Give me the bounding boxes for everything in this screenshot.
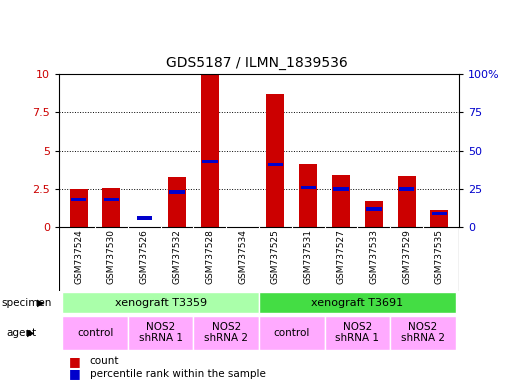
Bar [333,187,349,190]
Text: count: count [90,356,120,366]
Bar [259,292,456,313]
Bar [128,316,193,349]
Text: GSM737527: GSM737527 [337,229,346,284]
Bar [365,201,383,227]
Text: GSM737533: GSM737533 [369,229,379,284]
Bar [168,177,186,227]
Bar [432,212,447,215]
Bar [70,189,88,227]
Text: NOS2
shRNA 1: NOS2 shRNA 1 [139,322,183,343]
Text: xenograft T3691: xenograft T3691 [311,298,404,308]
Bar [71,198,86,201]
Text: control: control [77,328,113,338]
Bar [259,316,325,349]
Bar [104,198,119,201]
Text: ▶: ▶ [27,328,34,338]
Text: percentile rank within the sample: percentile rank within the sample [90,369,266,379]
Bar [202,160,218,163]
Bar [366,207,382,210]
Text: GSM737535: GSM737535 [435,229,444,284]
Bar [193,316,259,349]
Bar [201,75,219,227]
Text: GSM737526: GSM737526 [140,229,149,284]
Bar [62,292,259,313]
Text: control: control [273,328,310,338]
Text: GSM737534: GSM737534 [238,229,247,284]
Text: xenograft T3359: xenograft T3359 [114,298,207,308]
Bar [266,94,285,227]
Text: GSM737530: GSM737530 [107,229,116,284]
Bar [325,316,390,349]
Text: ■: ■ [69,355,81,368]
Bar [169,190,185,194]
Text: GSM737532: GSM737532 [172,229,182,284]
Text: ■: ■ [69,367,81,381]
Text: NOS2
shRNA 2: NOS2 shRNA 2 [204,322,248,343]
Text: NOS2
shRNA 1: NOS2 shRNA 1 [336,322,380,343]
Text: GSM737524: GSM737524 [74,229,83,284]
Bar [301,186,316,189]
Bar [399,187,415,190]
Bar [268,163,283,166]
Bar [299,164,317,227]
Bar [430,210,448,227]
Text: ▶: ▶ [37,298,45,308]
Text: agent: agent [6,328,36,338]
Text: NOS2
shRNA 2: NOS2 shRNA 2 [401,322,445,343]
Bar [390,316,456,349]
Bar [332,175,350,227]
Bar [62,316,128,349]
Text: GSM737528: GSM737528 [205,229,214,284]
Text: GSM737529: GSM737529 [402,229,411,284]
Bar [103,188,121,227]
Text: GDS5187 / ILMN_1839536: GDS5187 / ILMN_1839536 [166,56,347,70]
Text: specimen: specimen [1,298,51,308]
Text: GSM737525: GSM737525 [271,229,280,284]
Text: GSM737531: GSM737531 [304,229,313,284]
Bar [136,217,152,220]
Bar [398,176,416,227]
